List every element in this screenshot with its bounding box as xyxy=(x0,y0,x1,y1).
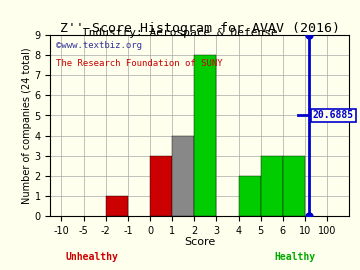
Text: Healthy: Healthy xyxy=(275,252,316,262)
Text: ©www.textbiz.org: ©www.textbiz.org xyxy=(57,40,142,49)
Text: 20.6885: 20.6885 xyxy=(313,110,354,120)
Bar xyxy=(106,196,128,216)
Y-axis label: Number of companies (24 total): Number of companies (24 total) xyxy=(22,47,32,204)
Bar xyxy=(172,136,194,216)
X-axis label: Score: Score xyxy=(184,237,215,247)
Bar xyxy=(261,156,283,216)
Text: Unhealthy: Unhealthy xyxy=(66,252,118,262)
Bar xyxy=(194,55,216,216)
Text: Industry: Aerospace & Defense: Industry: Aerospace & Defense xyxy=(82,28,278,38)
Bar xyxy=(239,176,261,216)
Bar xyxy=(150,156,172,216)
Text: The Research Foundation of SUNY: The Research Foundation of SUNY xyxy=(57,59,223,68)
Title: Z''-Score Histogram for AVAV (2016): Z''-Score Histogram for AVAV (2016) xyxy=(60,22,340,35)
Bar xyxy=(283,156,305,216)
